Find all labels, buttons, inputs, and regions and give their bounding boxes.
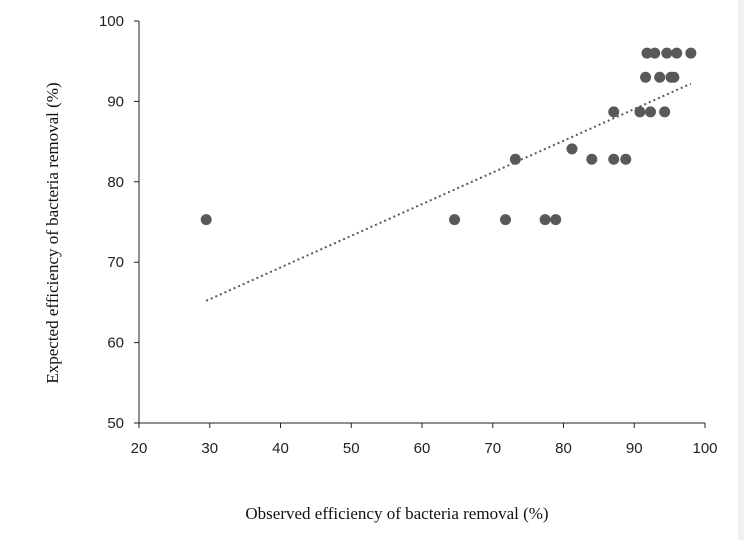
y-tick-label: 50 xyxy=(107,415,124,432)
data-point-16 xyxy=(654,71,666,83)
x-tick-label: 50 xyxy=(343,440,360,457)
data-point-7 xyxy=(586,153,598,165)
y-tick-label: 70 xyxy=(107,254,124,271)
data-point-10 xyxy=(566,143,578,155)
y-tick-label: 60 xyxy=(107,335,124,352)
window-edge xyxy=(738,0,744,540)
data-point-11 xyxy=(608,106,620,118)
x-tick-label: 90 xyxy=(626,440,643,457)
data-point-5 xyxy=(550,214,562,226)
y-tick-label: 80 xyxy=(107,174,124,191)
data-point-19 xyxy=(641,47,653,59)
y-tick-label: 100 xyxy=(99,13,124,30)
data-point-18 xyxy=(668,71,680,83)
data-point-21 xyxy=(661,47,673,59)
data-point-8 xyxy=(608,153,620,165)
data-point-1 xyxy=(200,214,212,226)
data-point-15 xyxy=(640,71,652,83)
data-point-20 xyxy=(649,47,661,59)
y-axis-ticks: 50 60 70 80 90 100 xyxy=(99,13,139,432)
data-point-6 xyxy=(509,153,521,165)
data-point-22 xyxy=(671,47,683,59)
data-point-13 xyxy=(645,106,657,118)
data-point-23 xyxy=(685,47,697,59)
y-tick-label: 90 xyxy=(107,93,124,110)
x-tick-label: 100 xyxy=(692,440,717,457)
x-tick-label: 60 xyxy=(414,440,431,457)
x-axis-title: Observed efficiency of bacteria removal … xyxy=(245,504,548,523)
trendline xyxy=(205,82,692,302)
x-axis-ticks: 20 30 40 50 60 70 80 90 100 xyxy=(131,423,718,457)
x-tick-label: 30 xyxy=(201,440,218,457)
data-points xyxy=(200,47,697,226)
data-point-4 xyxy=(539,214,551,226)
x-tick-label: 40 xyxy=(272,440,289,457)
x-tick-label: 80 xyxy=(555,440,572,457)
x-tick-label: 20 xyxy=(131,440,148,457)
data-point-2 xyxy=(449,214,461,226)
data-point-14 xyxy=(659,106,671,118)
x-tick-label: 70 xyxy=(484,440,501,457)
data-point-3 xyxy=(499,214,511,226)
data-point-9 xyxy=(620,153,632,165)
data-point-12 xyxy=(634,106,646,118)
y-axis-title: Expected efficiency of bacteria removal … xyxy=(43,82,62,383)
